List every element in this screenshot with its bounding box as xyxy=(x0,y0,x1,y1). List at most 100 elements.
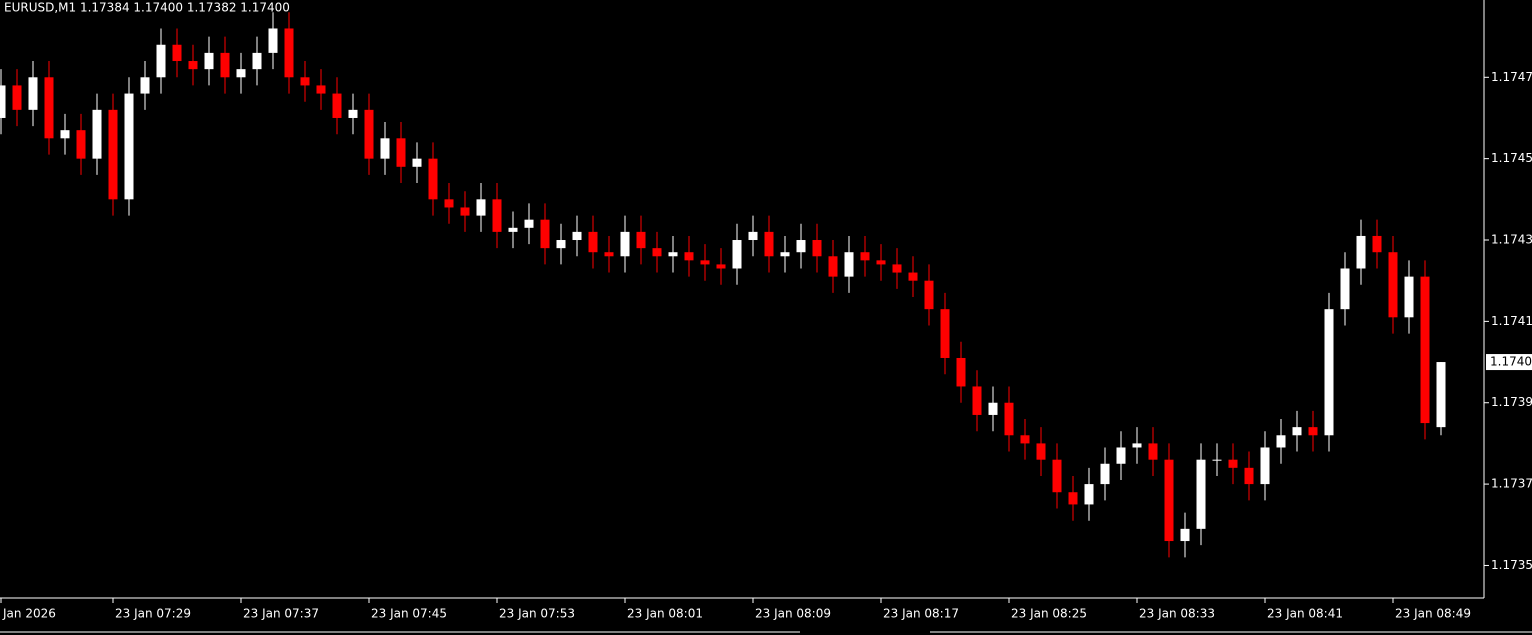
y-tick-label: 1.1735 xyxy=(1491,558,1532,572)
candle-body xyxy=(684,252,694,261)
candle-body xyxy=(716,264,726,269)
candle-body xyxy=(940,309,950,358)
candle-body xyxy=(540,219,550,249)
candle-body xyxy=(1228,459,1238,468)
y-tick-label: 1.1747 xyxy=(1491,70,1532,84)
x-tick-label: 23 Jan 07:29 xyxy=(115,607,191,621)
candle-body xyxy=(1180,528,1190,542)
candle-body xyxy=(1068,492,1078,505)
x-tick-label: 23 Jan 07:37 xyxy=(243,607,319,621)
candle-body xyxy=(1388,252,1398,318)
candle-body xyxy=(1052,459,1062,493)
candle-body xyxy=(780,252,790,257)
candle-body xyxy=(1116,447,1126,464)
candle-body xyxy=(908,272,918,281)
candle-body xyxy=(732,240,742,269)
x-tick-label: 23 Jan 08:33 xyxy=(1139,607,1215,621)
candle-body xyxy=(1372,235,1382,253)
x-tick-label: 23 Jan 08:41 xyxy=(1267,607,1343,621)
current-price-box xyxy=(1486,354,1532,371)
x-tick-label: 23 Jan 08:25 xyxy=(1011,607,1087,621)
candle-body xyxy=(428,158,438,200)
candle-body xyxy=(284,28,294,78)
candle-body xyxy=(1212,459,1222,461)
candle-body xyxy=(1340,268,1350,310)
candle-body xyxy=(1356,235,1366,269)
candle-body xyxy=(172,44,182,62)
candle-body xyxy=(812,240,822,257)
x-tick-label: 23 Jan 08:17 xyxy=(883,607,959,621)
candle-body xyxy=(124,93,134,200)
candle-body xyxy=(156,44,166,78)
x-tick-label: 23 Jan 08:09 xyxy=(755,607,831,621)
candle-body xyxy=(396,138,406,167)
candle-body xyxy=(748,231,758,241)
candle-body xyxy=(1292,427,1302,436)
candle-body xyxy=(1132,443,1142,448)
candle-body xyxy=(1244,467,1254,485)
candle-body xyxy=(188,61,198,70)
chart-title: EURUSD,M1 1.17384 1.17400 1.17382 1.1740… xyxy=(4,1,290,15)
candle-body xyxy=(44,77,54,139)
x-tick-label: 23 Jan 08:01 xyxy=(627,607,703,621)
candle-body xyxy=(492,199,502,232)
candle-body xyxy=(1420,276,1430,424)
candle-body xyxy=(828,256,838,277)
candle-body xyxy=(1148,443,1158,460)
candle-body xyxy=(364,109,374,159)
candle-body xyxy=(844,252,854,277)
candle-body xyxy=(700,260,710,265)
candle-body xyxy=(1308,427,1318,436)
candle-body xyxy=(0,85,6,118)
candle-body xyxy=(92,109,102,159)
candle-body xyxy=(348,109,358,118)
candle-body xyxy=(668,252,678,257)
candle-body xyxy=(892,264,902,273)
candle-body xyxy=(108,109,118,200)
candle-body xyxy=(236,69,246,78)
candle-body xyxy=(924,280,934,310)
y-tick-label: 1.1737 xyxy=(1491,477,1532,491)
candle-body xyxy=(380,138,390,159)
y-tick-label: 1.1741 xyxy=(1491,314,1532,328)
candle-body xyxy=(476,199,486,216)
candle-body xyxy=(268,28,278,53)
candle-body xyxy=(508,227,518,232)
candle-body xyxy=(620,231,630,257)
candle-body xyxy=(76,130,86,159)
x-tick-label: Jan 2026 xyxy=(2,607,56,621)
candle-body xyxy=(1164,459,1174,542)
candle-body xyxy=(204,52,214,70)
candle-body xyxy=(1100,463,1110,485)
candle-body xyxy=(1036,443,1046,460)
candle-body xyxy=(604,252,614,257)
candle-body xyxy=(860,252,870,261)
candle-body xyxy=(1404,276,1414,318)
candle-body xyxy=(1084,484,1094,505)
candle-body xyxy=(636,231,646,249)
candle-body xyxy=(988,402,998,415)
candle-body xyxy=(316,85,326,94)
candle-body xyxy=(876,260,886,265)
candle-body xyxy=(1196,459,1206,529)
candle-body xyxy=(220,52,230,78)
candle-body xyxy=(956,357,966,387)
candle-body xyxy=(332,93,342,118)
candle-body xyxy=(1276,435,1286,448)
candle-body xyxy=(252,52,262,70)
x-tick-label: 23 Jan 07:53 xyxy=(499,607,575,621)
candle-body xyxy=(300,77,310,86)
candle-body xyxy=(524,219,534,228)
candle-body xyxy=(652,248,662,257)
candle-body xyxy=(972,386,982,415)
candle-body xyxy=(412,158,422,167)
candle-body xyxy=(444,199,454,208)
candle-body xyxy=(12,85,22,110)
candle-body xyxy=(1324,309,1334,436)
candle-body xyxy=(460,207,470,216)
candle-body xyxy=(1436,362,1446,428)
candle-body xyxy=(1020,435,1030,444)
candle-body xyxy=(796,240,806,253)
